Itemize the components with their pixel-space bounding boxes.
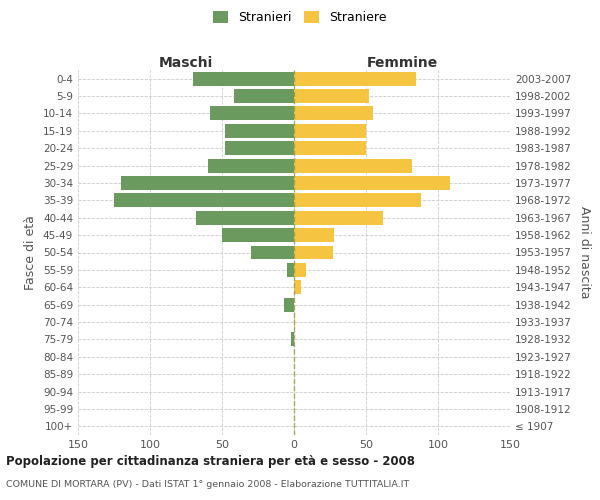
Bar [294,124,366,138]
Bar [121,176,294,190]
Bar [294,72,416,86]
Text: Maschi: Maschi [159,56,213,70]
Bar [114,194,294,207]
Bar [251,246,294,260]
Bar [287,263,294,277]
Bar [208,158,294,172]
Bar [294,176,449,190]
Text: COMUNE DI MORTARA (PV) - Dati ISTAT 1° gennaio 2008 - Elaborazione TUTTITALIA.IT: COMUNE DI MORTARA (PV) - Dati ISTAT 1° g… [6,480,409,489]
Bar [211,106,294,120]
Bar [294,315,295,329]
Bar [196,211,294,224]
Bar [294,89,369,103]
Text: Popolazione per cittadinanza straniera per età e sesso - 2008: Popolazione per cittadinanza straniera p… [6,455,415,468]
Bar [294,228,334,242]
Text: Femmine: Femmine [367,56,437,70]
Bar [222,228,294,242]
Y-axis label: Anni di nascita: Anni di nascita [578,206,591,298]
Bar [225,124,294,138]
Bar [284,298,294,312]
Bar [294,280,301,294]
Y-axis label: Fasce di età: Fasce di età [25,215,37,290]
Bar [294,142,366,155]
Legend: Stranieri, Straniere: Stranieri, Straniere [213,11,387,24]
Bar [193,72,294,86]
Bar [233,89,294,103]
Bar [294,158,412,172]
Bar [294,263,305,277]
Bar [294,194,421,207]
Bar [291,332,294,346]
Bar [294,106,373,120]
Bar [294,246,333,260]
Bar [225,142,294,155]
Bar [294,211,383,224]
